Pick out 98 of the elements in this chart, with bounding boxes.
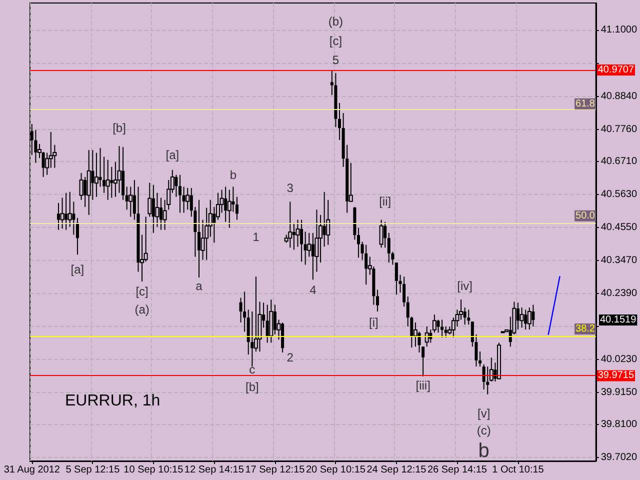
candlestick [212,206,216,244]
x-tick-label: 24 Sep 12:15 [366,464,427,476]
annotation: (c) [476,423,491,438]
candlestick [182,186,186,214]
candlestick [376,289,379,312]
candlestick [174,174,178,198]
y-tick-label: 40.4550 [600,222,638,233]
annotation: [c] [136,284,148,299]
annotation: [b] [245,380,259,394]
annotation: [ii] [379,194,392,209]
candlestick [178,174,182,214]
candlestick [235,196,238,220]
candlestick [532,304,535,327]
candlestick [436,319,440,334]
annotation: (a) [134,302,150,317]
x-tick-label: 20 Sep 10:15 [306,464,366,476]
y-tick-label: 40.2390 [600,288,638,299]
candlestick [527,307,532,330]
x-tick-label: 12 Sep 14:15 [184,464,244,476]
y-tick-label: 40.7760 [600,124,638,135]
annotation: 5 [332,53,340,68]
candlestick [486,366,490,395]
candlestick [232,186,235,212]
annotation: 38.2 [576,323,596,334]
candlestick [304,231,307,266]
y-tick-label: 39.7020 [600,452,638,464]
y-tick-label: 40.8840 [600,90,638,102]
annotation: [v] [477,406,490,420]
candlestick [110,166,114,198]
y-tick-label: 40.5630 [600,188,638,200]
annotation: [iii] [416,378,430,392]
candlestick [227,189,232,228]
candlestick [224,186,228,222]
annotation: [a] [70,262,84,277]
text: 40.1519 [600,314,637,326]
candlestick [76,217,79,256]
candlestick [72,201,76,236]
candlestick [64,192,68,230]
annotation: c [249,362,256,377]
y-tick-label: 41.1000 [600,24,638,36]
candlestick [440,319,444,338]
candlestick [94,152,98,198]
candlestick [152,184,155,234]
annotation: [i] [369,316,378,330]
ref-line-label: 39.9715 [598,370,634,382]
candlestick [266,304,269,344]
candlestick [379,219,384,248]
x-tick-label: 17 Sep 12:15 [245,464,306,476]
annotation: 4 [310,282,317,297]
candlestick [394,262,398,296]
ref-line-label: 40.9707 [598,64,634,76]
annotation: 50.0 [576,210,596,222]
x-tick-label: 26 Sep 14:15 [427,464,488,476]
candlestick [338,102,342,140]
candlestick [463,307,466,326]
candlestick [288,201,292,248]
candlestick [524,309,528,330]
candlestick [384,221,387,248]
y-tick-label: 39.8100 [600,419,638,430]
annotation: b [230,168,237,182]
annotation: [c] [329,34,342,48]
candlestick [125,186,128,210]
y-tick-label: 40.3470 [600,254,638,266]
x-tick-label: 31 Aug 2012 [4,464,60,476]
y-tick-label: 39.9150 [600,387,638,398]
y-tick-label: 40.0230 [600,354,638,365]
x-tick-label: 1 Oct 10:15 [492,464,544,476]
candlestick [91,150,94,200]
candlestick [292,222,296,250]
candlestick [478,351,482,368]
annotation: 1 [252,230,260,244]
annotation: a [196,278,203,293]
candlestick [444,326,448,338]
candlestick [106,159,110,200]
candlestick [424,326,429,348]
annotation: [a] [166,148,180,162]
candlestick [60,197,64,230]
candlestick [467,309,470,326]
candlestick [42,151,45,178]
annotation: [b] [112,121,126,136]
candlestick [250,310,254,368]
y-tick-label: 40.6710 [600,156,638,167]
candlestick [364,244,368,286]
annotation: 61.8 [576,98,596,110]
candlestick [387,232,390,264]
candlestick [243,291,246,332]
candlestick [322,191,326,248]
x-tick-label: 10 Sep 10:15 [124,464,184,476]
annotation: (b) [328,14,344,28]
annotation: 2 [286,350,294,365]
candlestick [311,232,314,280]
annotation: 3 [286,180,294,195]
x-tick-label: 5 Sep 12:15 [66,464,120,476]
annotation: b [478,440,490,462]
candlestick [357,227,360,258]
text: EURRUR, 1h [65,392,160,410]
candlestick [402,276,406,308]
annotation: [iv] [457,278,473,293]
